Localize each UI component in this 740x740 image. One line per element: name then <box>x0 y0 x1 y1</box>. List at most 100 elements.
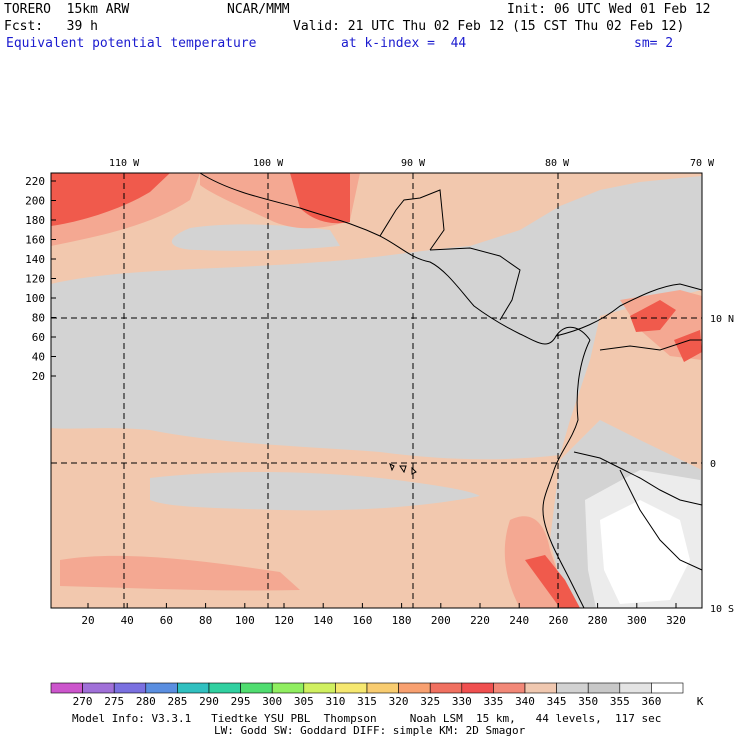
galapagos-islands <box>389 463 417 475</box>
lon-label-70w: 70 W <box>690 158 715 169</box>
organization-label: NCAR/MMM <box>227 2 290 17</box>
colorbar-label: 310 <box>325 695 345 708</box>
colorbar-label: 325 <box>420 695 440 708</box>
colorbar-box <box>493 682 526 694</box>
colorbar-box <box>619 682 652 694</box>
colorbar-box <box>271 682 305 694</box>
y-tick-label: 140 <box>25 253 45 266</box>
colorbar-box <box>145 682 178 694</box>
lat-label-0: 0 <box>710 459 716 470</box>
colorbar-label: 290 <box>199 695 219 708</box>
level-label: at k-index = 44 <box>341 36 467 51</box>
colorbar-label: 340 <box>515 695 535 708</box>
model-title: TORERO 15km ARW <box>4 2 130 17</box>
colorbar-label: 315 <box>357 695 377 708</box>
x-tick-label: 180 <box>392 614 412 627</box>
colorbar-label: 285 <box>167 695 187 708</box>
colorbar-box <box>113 682 147 694</box>
colorbar-label: 275 <box>104 695 124 708</box>
smoothing-label: sm= 2 <box>634 36 674 51</box>
x-tick-label: 160 <box>352 614 372 627</box>
forecast-hour: Fcst: 39 h <box>4 19 98 34</box>
lon-label-110w: 110 W <box>109 158 140 169</box>
x-tick-label: 240 <box>509 614 529 627</box>
colorbar-box <box>429 682 463 694</box>
red-colombia-east <box>674 330 702 362</box>
colorbar-box <box>335 682 368 694</box>
y-tick-label: 220 <box>25 175 45 188</box>
gray-band-north <box>171 224 340 251</box>
map-border <box>50 172 703 609</box>
y-tick-label: 60 <box>32 331 45 344</box>
colorbar-box <box>651 682 684 694</box>
colorbar-label: 300 <box>262 695 282 708</box>
border-colombia-peru <box>573 451 703 506</box>
colorbar-label: 355 <box>610 695 630 708</box>
border-peru-brazil <box>619 469 703 571</box>
lat-label-10n: 10 N <box>710 314 734 325</box>
red-venezuela <box>630 300 676 332</box>
white-350-regions <box>585 470 702 608</box>
coast-caribbean <box>429 247 521 321</box>
grid-x-ticks: 20 40 60 80 100 120 140 160 180 200 220 240 260 280 30… <box>81 603 686 627</box>
x-tick-label: 100 <box>235 614 255 627</box>
colorbar-label: 295 <box>231 695 251 708</box>
colorbar-label: 345 <box>547 695 567 708</box>
valid-time: Valid: 21 UTC Thu 02 Feb 12 (15 CST Thu … <box>293 19 685 34</box>
colorbar-boxes <box>50 682 684 694</box>
colorbar-box <box>366 682 399 694</box>
model-physics: LW: Godd SW: Goddard DIFF: simple KM: 2D… <box>214 724 526 737</box>
y-tick-label: 20 <box>32 370 45 383</box>
x-tick-label: 200 <box>431 614 451 627</box>
x-tick-label: 60 <box>160 614 173 627</box>
colorbar-box <box>177 682 210 694</box>
coastlines <box>199 172 703 609</box>
y-tick-label: 160 <box>25 234 45 247</box>
x-tick-label: 260 <box>548 614 568 627</box>
colorbar-box <box>208 682 241 694</box>
x-tick-label: 140 <box>313 614 333 627</box>
colorbar-label: 335 <box>483 695 503 708</box>
colorbar-box <box>398 682 431 694</box>
x-tick-label: 280 <box>588 614 608 627</box>
colorbar-label: 280 <box>136 695 156 708</box>
colorbar-box <box>461 682 494 694</box>
x-tick-label: 300 <box>627 614 647 627</box>
colorbar-box <box>50 682 83 694</box>
colorbar-label: 350 <box>578 695 598 708</box>
x-tick-label: 20 <box>81 614 94 627</box>
y-tick-label: 40 <box>32 351 45 364</box>
x-tick-label: 320 <box>666 614 686 627</box>
colorbar-label: 305 <box>294 695 314 708</box>
red-peru-coast <box>525 555 580 608</box>
lat-labels: 10 N 0 10 S <box>710 314 734 615</box>
colorbar-label: 360 <box>641 695 661 708</box>
colorbar-box <box>587 682 621 694</box>
salmon-south-band <box>60 555 300 591</box>
lon-label-100w: 100 W <box>253 158 284 169</box>
colorbar-unit: K <box>697 695 704 708</box>
coast-pacific-south-america <box>542 339 591 609</box>
coast-yucatan <box>379 189 445 251</box>
coast-colombia-north <box>555 283 703 337</box>
y-tick-label: 200 <box>25 195 45 208</box>
colorbar-labels: 270 275 280 285 290 295 300 305 310 315 320 325 330 3… <box>73 695 662 708</box>
x-tick-label: 120 <box>274 614 294 627</box>
field-name: Equivalent potential temperature <box>6 36 257 51</box>
red-mexico-coast <box>290 173 350 224</box>
colorbar-label: 330 <box>452 695 472 708</box>
colorbar-label: 270 <box>73 695 93 708</box>
colorbar-label: 320 <box>389 695 409 708</box>
lon-labels: 110 W 100 W 90 W 80 W 70 W <box>109 158 715 169</box>
x-tick-label: 40 <box>121 614 134 627</box>
graticule <box>51 173 702 608</box>
colorbar-box <box>82 682 115 694</box>
init-time: Init: 06 UTC Wed 01 Feb 12 <box>507 2 711 17</box>
colorbar-box <box>524 682 557 694</box>
red-northwest-corner <box>51 173 170 226</box>
colorbar-box <box>240 682 273 694</box>
grid-y-ticks: 220 200 180 160 140 120 100 80 60 40 20 <box>25 175 56 383</box>
white-amazon-core <box>600 500 690 604</box>
x-tick-label: 220 <box>470 614 490 627</box>
